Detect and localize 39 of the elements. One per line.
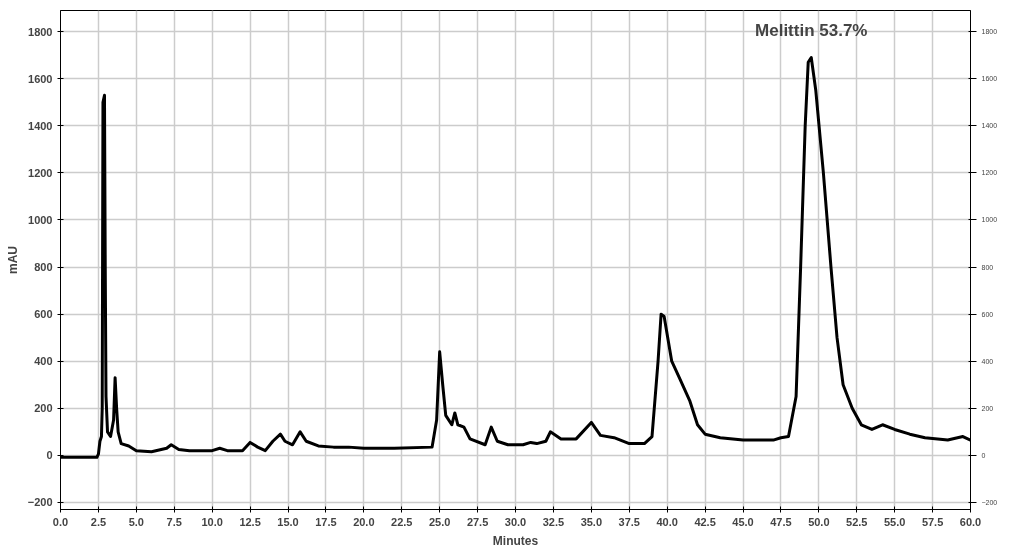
x-tick-label: 45.0 xyxy=(732,515,754,528)
x-tick-label: 60.0 xyxy=(959,515,982,528)
y-tick-label: 1600 xyxy=(28,72,53,85)
y-tick-label: 800 xyxy=(34,261,53,274)
x-tick-label: 52.5 xyxy=(846,515,868,528)
y-tick-label: −200 xyxy=(27,496,53,509)
y-tick-label: 1200 xyxy=(28,166,53,179)
x-tick-label: 17.5 xyxy=(315,515,337,528)
y-tick-label: 400 xyxy=(34,355,53,368)
x-tick-label: 55.0 xyxy=(883,515,906,528)
x-tick-label: 15.0 xyxy=(277,515,299,528)
x-tick-label: 25.0 xyxy=(428,515,451,528)
x-tick-label: 10.0 xyxy=(201,515,223,528)
x-tick-label: 35.0 xyxy=(580,515,603,528)
x-tick-label: 42.5 xyxy=(694,515,716,528)
y-tick-label: 1400 xyxy=(28,119,53,132)
x-tick-label: 2.5 xyxy=(90,515,107,528)
y-tick-label: 600 xyxy=(34,308,53,321)
x-tick-label: 32.5 xyxy=(542,515,565,528)
x-tick-label: 7.5 xyxy=(166,515,182,528)
x-tick-label: 12.5 xyxy=(239,515,261,528)
y-tick-label: 200 xyxy=(34,402,53,415)
x-axis-title: Minutes xyxy=(492,533,539,548)
x-tick-label: 47.5 xyxy=(770,515,792,528)
x-tick-label: 22.5 xyxy=(391,515,413,528)
x-tick-label: 40.0 xyxy=(656,515,678,528)
x-tick-label: 27.5 xyxy=(466,515,489,528)
x-tick-label: 57.5 xyxy=(921,515,944,528)
x-tick-label: 37.5 xyxy=(618,515,640,528)
x-tick-label: 20.0 xyxy=(353,515,375,528)
y-axis-title: mAU xyxy=(5,245,20,274)
x-tick-label: 30.0 xyxy=(504,515,527,528)
annotation: Melittin 53.7% xyxy=(755,20,868,40)
x-tick-label: 50.0 xyxy=(808,515,830,528)
x-tick-label: 5.0 xyxy=(128,515,144,528)
y-tick-label: 1800 xyxy=(28,25,53,38)
y-tick-label: 1000 xyxy=(28,213,53,226)
y-tick-label: 0 xyxy=(46,449,53,462)
x-tick-label: 0.0 xyxy=(52,515,69,528)
